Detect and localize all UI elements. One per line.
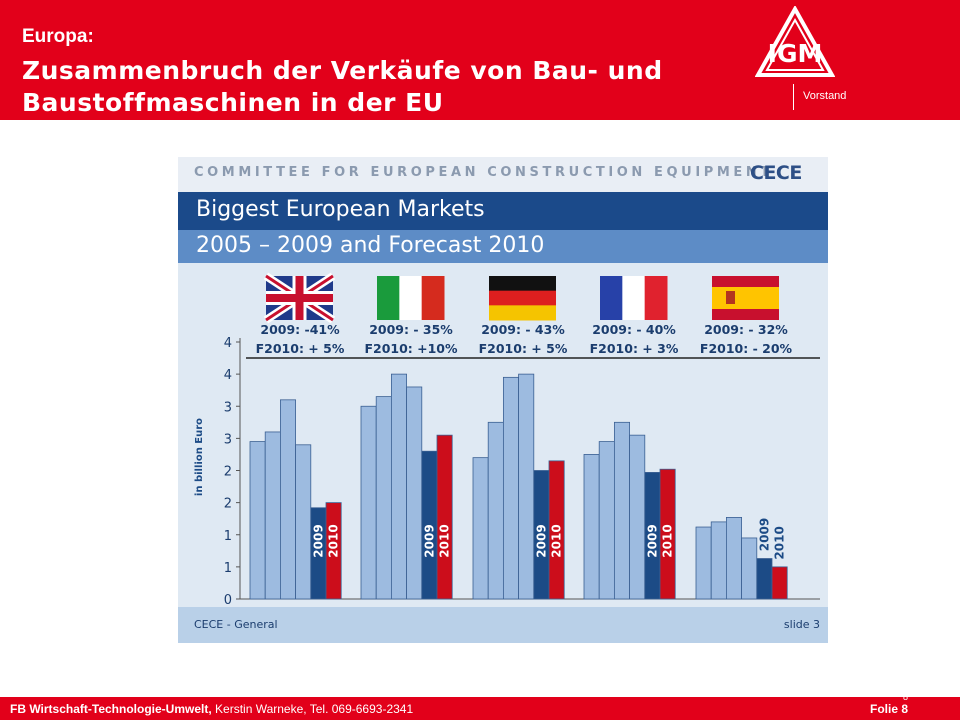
logo-lettering: IGM bbox=[768, 39, 823, 68]
germany-flag-icon bbox=[489, 305, 556, 321]
header-bar: Europa: Zusammenbruch der Verkäufe von B… bbox=[0, 0, 960, 120]
market-forecast-2010: F2010: - 20% bbox=[700, 341, 793, 356]
y-tick-label: 2 bbox=[224, 465, 232, 480]
bar-italy-3 bbox=[406, 386, 423, 600]
slide-footer-right: slide 3 bbox=[783, 618, 820, 631]
y-tick-label: 4 bbox=[224, 336, 232, 351]
bar-germany-0 bbox=[472, 457, 489, 600]
bar-spain-3 bbox=[741, 537, 758, 600]
bar-italy-0 bbox=[360, 405, 377, 600]
market-change-2009: 2009: - 35% bbox=[369, 322, 453, 337]
germany-flag-icon bbox=[489, 276, 556, 292]
y-tick-label: 2 bbox=[224, 497, 232, 512]
market-change-2009: 2009: - 32% bbox=[704, 322, 788, 337]
page-number: 8 bbox=[903, 692, 909, 702]
bar-italy-5 bbox=[436, 434, 453, 600]
footer-contact-rest: Kerstin Warneke, Tel. 069-6693-2341 bbox=[211, 702, 414, 716]
bar-label-2009: 2009 bbox=[645, 524, 659, 557]
bar-uk-3 bbox=[295, 444, 312, 600]
footer-bar: FB Wirtschaft-Technologie-Umwelt, Kersti… bbox=[0, 697, 960, 720]
bar-france-2 bbox=[613, 421, 630, 600]
market-forecast-2010: F2010: + 5% bbox=[256, 341, 345, 356]
bar-germany-1 bbox=[487, 421, 504, 600]
market-forecast-2010: F2010: + 5% bbox=[479, 341, 568, 356]
org-label: Vorstand bbox=[803, 90, 847, 102]
bar-label-2009: 2009 bbox=[534, 524, 548, 557]
bar-label-2009: 2009 bbox=[757, 518, 771, 551]
y-axis-label: in billion Euro bbox=[194, 418, 205, 496]
bar-spain-5 bbox=[771, 566, 788, 600]
bar-spain-4 bbox=[756, 558, 773, 600]
committee-text: COMMITTEE FOR EUROPEAN CONSTRUCTION EQUI… bbox=[194, 165, 773, 180]
y-tick-label: 1 bbox=[224, 529, 232, 544]
spain-flag-band bbox=[712, 287, 779, 309]
bar-chart: 0 1 1 2 2 3 3 4 4 in billion Euro 2009: -41% F2010:… bbox=[194, 272, 820, 608]
slide-subtitle-band: 2005 – 2009 and Forecast 2010 bbox=[178, 230, 828, 263]
france-flag-icon bbox=[600, 276, 623, 320]
embedded-slide: COMMITTEE FOR EUROPEAN CONSTRUCTION EQUI… bbox=[178, 157, 828, 643]
slide-title-band: Biggest European Markets bbox=[178, 192, 828, 230]
footer-slide-number: Folie 8 bbox=[869, 702, 908, 716]
bar-spain-1 bbox=[710, 521, 727, 600]
igm-logo-icon: IGM bbox=[755, 6, 835, 77]
page-title: Zusammenbruch der Verkäufe von Bau- und … bbox=[22, 56, 663, 117]
y-tick-label: 1 bbox=[224, 561, 232, 576]
bar-france-5 bbox=[659, 468, 676, 600]
y-tick-label: 3 bbox=[224, 432, 232, 447]
france-flag-icon bbox=[622, 276, 646, 320]
bar-uk-2 bbox=[280, 399, 297, 600]
market-change-2009: 2009: -41% bbox=[260, 322, 340, 337]
bar-label-2010: 2010 bbox=[327, 524, 341, 557]
bar-label-2010: 2010 bbox=[438, 524, 452, 557]
footer-contact: FB Wirtschaft-Technologie-Umwelt, Kersti… bbox=[10, 702, 413, 716]
market-forecast-2010: F2010: + 3% bbox=[590, 341, 679, 356]
bar-spain-0 bbox=[695, 526, 712, 600]
france-flag-icon bbox=[644, 276, 668, 320]
germany-flag-icon bbox=[489, 290, 556, 306]
spain-flag-emblem bbox=[726, 291, 735, 304]
slide-footer-left: CECE - General bbox=[194, 618, 278, 631]
bar-uk-0 bbox=[249, 441, 266, 600]
bar-france-3 bbox=[629, 434, 646, 600]
header-divider bbox=[793, 84, 794, 110]
cece-logo: CECE bbox=[750, 162, 802, 184]
bar-france-0 bbox=[583, 454, 600, 600]
slide-subtitle: 2005 – 2009 and Forecast 2010 bbox=[196, 233, 545, 258]
bar-uk-1 bbox=[264, 431, 281, 600]
italy-flag-icon bbox=[399, 276, 423, 320]
bar-italy-1 bbox=[375, 396, 392, 600]
y-tick-label: 3 bbox=[224, 400, 232, 415]
slide-footer: CECE - General slide 3 bbox=[178, 607, 828, 643]
italy-flag-icon bbox=[421, 276, 445, 320]
bar-label-2009: 2009 bbox=[311, 524, 325, 557]
header-kicker: Europa: bbox=[22, 26, 94, 47]
bar-germany-3 bbox=[518, 373, 535, 600]
bar-uk-5 bbox=[325, 502, 342, 600]
bar-label-2009: 2009 bbox=[422, 524, 436, 557]
footer-department: FB Wirtschaft-Technologie-Umwelt, bbox=[10, 702, 212, 716]
market-forecast-2010: F2010: +10% bbox=[364, 341, 458, 356]
bar-germany-2 bbox=[502, 376, 519, 600]
bar-france-1 bbox=[598, 441, 615, 600]
y-tick-label: 0 bbox=[224, 593, 232, 608]
committee-banner: COMMITTEE FOR EUROPEAN CONSTRUCTION EQUI… bbox=[178, 157, 828, 192]
italy-flag-icon bbox=[377, 276, 400, 320]
bar-spain-2 bbox=[726, 517, 743, 600]
slide-title: Biggest European Markets bbox=[196, 197, 485, 222]
uk-flag-cross-red bbox=[266, 294, 333, 302]
market-change-2009: 2009: - 40% bbox=[592, 322, 676, 337]
market-change-2009: 2009: - 43% bbox=[481, 322, 565, 337]
bar-label-2010: 2010 bbox=[661, 524, 675, 557]
bar-germany-5 bbox=[548, 460, 565, 600]
bar-label-2010: 2010 bbox=[773, 526, 787, 559]
bar-label-2010: 2010 bbox=[550, 524, 564, 557]
bar-italy-2 bbox=[390, 373, 407, 600]
y-tick-label: 4 bbox=[224, 368, 232, 383]
